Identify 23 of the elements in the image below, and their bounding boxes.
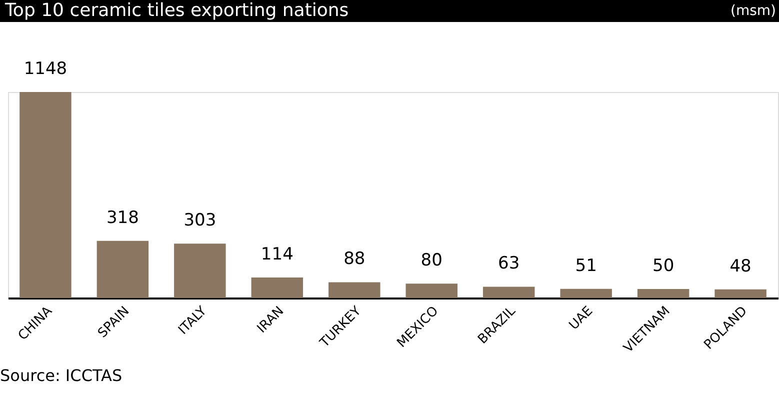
bar bbox=[20, 92, 72, 298]
data-label: 48 bbox=[730, 256, 752, 276]
source-note: Source: ICCTAS bbox=[0, 366, 122, 385]
bar bbox=[251, 278, 304, 298]
data-label: 1148 bbox=[24, 59, 68, 79]
bar bbox=[174, 244, 226, 298]
text: (msm) bbox=[730, 3, 776, 19]
bar bbox=[637, 289, 690, 298]
bar bbox=[96, 240, 149, 298]
bar bbox=[482, 286, 535, 298]
bar bbox=[714, 289, 766, 298]
chart-title: Top 10 ceramic tiles exporting nations bbox=[4, 0, 349, 21]
data-label: 80 bbox=[420, 250, 442, 271]
data-label: 50 bbox=[652, 256, 674, 276]
data-label: 303 bbox=[184, 210, 216, 231]
data-label: 88 bbox=[344, 249, 366, 270]
data-label: 114 bbox=[260, 244, 294, 265]
data-label: 63 bbox=[498, 254, 520, 274]
data-label: 318 bbox=[106, 208, 139, 228]
bar bbox=[328, 282, 380, 298]
data-label: 51 bbox=[575, 256, 597, 276]
bar bbox=[560, 288, 612, 298]
bar bbox=[406, 284, 458, 298]
